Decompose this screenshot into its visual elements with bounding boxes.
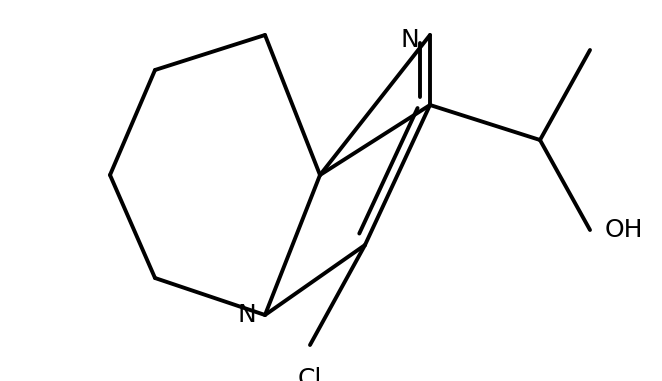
Text: OH: OH <box>605 218 643 242</box>
Text: N: N <box>401 28 419 52</box>
Text: N: N <box>238 303 256 327</box>
Text: Cl: Cl <box>298 367 322 381</box>
